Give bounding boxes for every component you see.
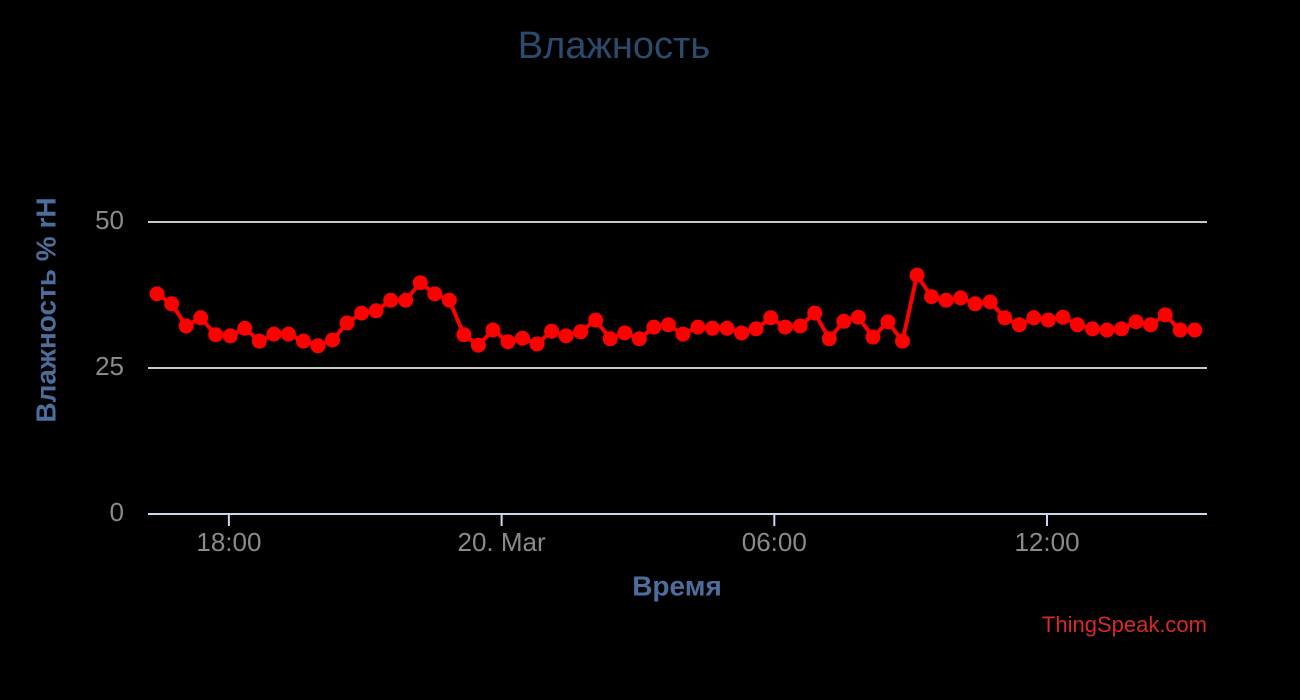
data-point <box>310 338 326 354</box>
data-point <box>427 286 443 302</box>
data-point <box>1114 321 1130 337</box>
data-point <box>339 315 355 331</box>
data-point <box>836 313 852 329</box>
data-point <box>734 325 750 341</box>
data-point <box>719 320 735 336</box>
data-point <box>237 320 253 336</box>
data-point <box>456 327 472 343</box>
data-point <box>850 309 866 325</box>
data-point <box>865 329 881 345</box>
data-point <box>997 310 1013 326</box>
data-point <box>368 303 384 319</box>
data-point <box>894 333 910 349</box>
data-point <box>1187 322 1203 338</box>
data-point <box>251 333 267 349</box>
x-tick-label: 20. Mar <box>458 527 546 557</box>
data-point <box>515 330 531 346</box>
data-point <box>602 331 618 347</box>
data-point <box>967 296 983 312</box>
data-point <box>617 325 633 341</box>
data-point <box>500 334 516 350</box>
data-point <box>821 331 837 347</box>
data-point <box>208 327 224 343</box>
y-tick-label: 25 <box>95 351 124 381</box>
data-point <box>149 286 165 302</box>
x-tick-label: 12:00 <box>1014 527 1079 557</box>
data-point <box>1026 310 1042 326</box>
data-point <box>631 331 647 347</box>
y-tick-label: 50 <box>95 205 124 235</box>
chart-title: Влажность <box>518 25 710 67</box>
data-point <box>646 319 662 335</box>
data-point <box>807 305 823 321</box>
y-axis-label: Влажность % rH <box>30 197 61 422</box>
x-tick-label: 06:00 <box>742 527 807 557</box>
data-point <box>1011 317 1027 333</box>
data-point <box>924 289 940 305</box>
data-point <box>354 305 370 321</box>
data-point <box>938 292 954 308</box>
data-point <box>748 321 764 337</box>
data-point <box>1040 312 1056 328</box>
data-point <box>178 318 194 334</box>
data-point <box>953 290 969 306</box>
data-point <box>704 320 720 336</box>
data-point <box>573 324 589 340</box>
data-point <box>222 328 238 344</box>
x-tick-label: 18:00 <box>196 527 261 557</box>
data-point <box>660 317 676 333</box>
data-point <box>383 292 399 308</box>
credit[interactable]: ThingSpeak.com <box>1042 612 1207 637</box>
data-point <box>193 310 209 326</box>
data-point <box>295 333 311 349</box>
data-point <box>280 326 296 342</box>
data-point <box>441 292 457 308</box>
data-point <box>1099 322 1115 338</box>
data-point <box>412 275 428 291</box>
data-point <box>792 318 808 334</box>
data-point <box>763 310 779 326</box>
data-point <box>909 267 925 283</box>
data-point <box>398 292 414 308</box>
x-axis-label: Время <box>632 570 722 601</box>
data-point <box>675 326 691 342</box>
data-point <box>588 312 604 328</box>
y-tick-label: 0 <box>110 497 124 527</box>
data-point <box>1084 321 1100 337</box>
data-point <box>544 323 560 339</box>
data-point <box>880 314 896 330</box>
data-point <box>266 326 282 342</box>
data-point <box>164 296 180 312</box>
data-point <box>1143 317 1159 333</box>
data-point <box>1172 322 1188 338</box>
data-point <box>1128 314 1144 330</box>
data-point <box>558 328 574 344</box>
data-point <box>1069 317 1085 333</box>
data-point <box>1055 309 1071 325</box>
data-point <box>690 319 706 335</box>
data-point <box>777 319 793 335</box>
data-point <box>982 294 998 310</box>
data-point <box>485 322 501 338</box>
data-point <box>325 332 341 348</box>
data-point <box>529 336 545 352</box>
data-point <box>470 337 486 353</box>
data-point <box>1157 307 1173 323</box>
